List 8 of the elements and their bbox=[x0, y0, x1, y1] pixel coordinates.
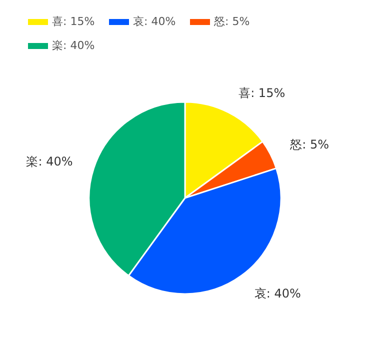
slice-label: 楽: 40% bbox=[26, 154, 73, 169]
slice-label: 怒: 5% bbox=[289, 137, 330, 152]
slice-label: 喜: 15% bbox=[238, 86, 286, 100]
legend-label: 喜: 15% bbox=[52, 15, 95, 28]
legend-label: 楽: 40% bbox=[52, 39, 95, 52]
legend-label: 怒: 5% bbox=[213, 15, 250, 28]
legend-label: 哀: 40% bbox=[133, 15, 176, 28]
slice-label: 哀: 40% bbox=[254, 286, 301, 300]
